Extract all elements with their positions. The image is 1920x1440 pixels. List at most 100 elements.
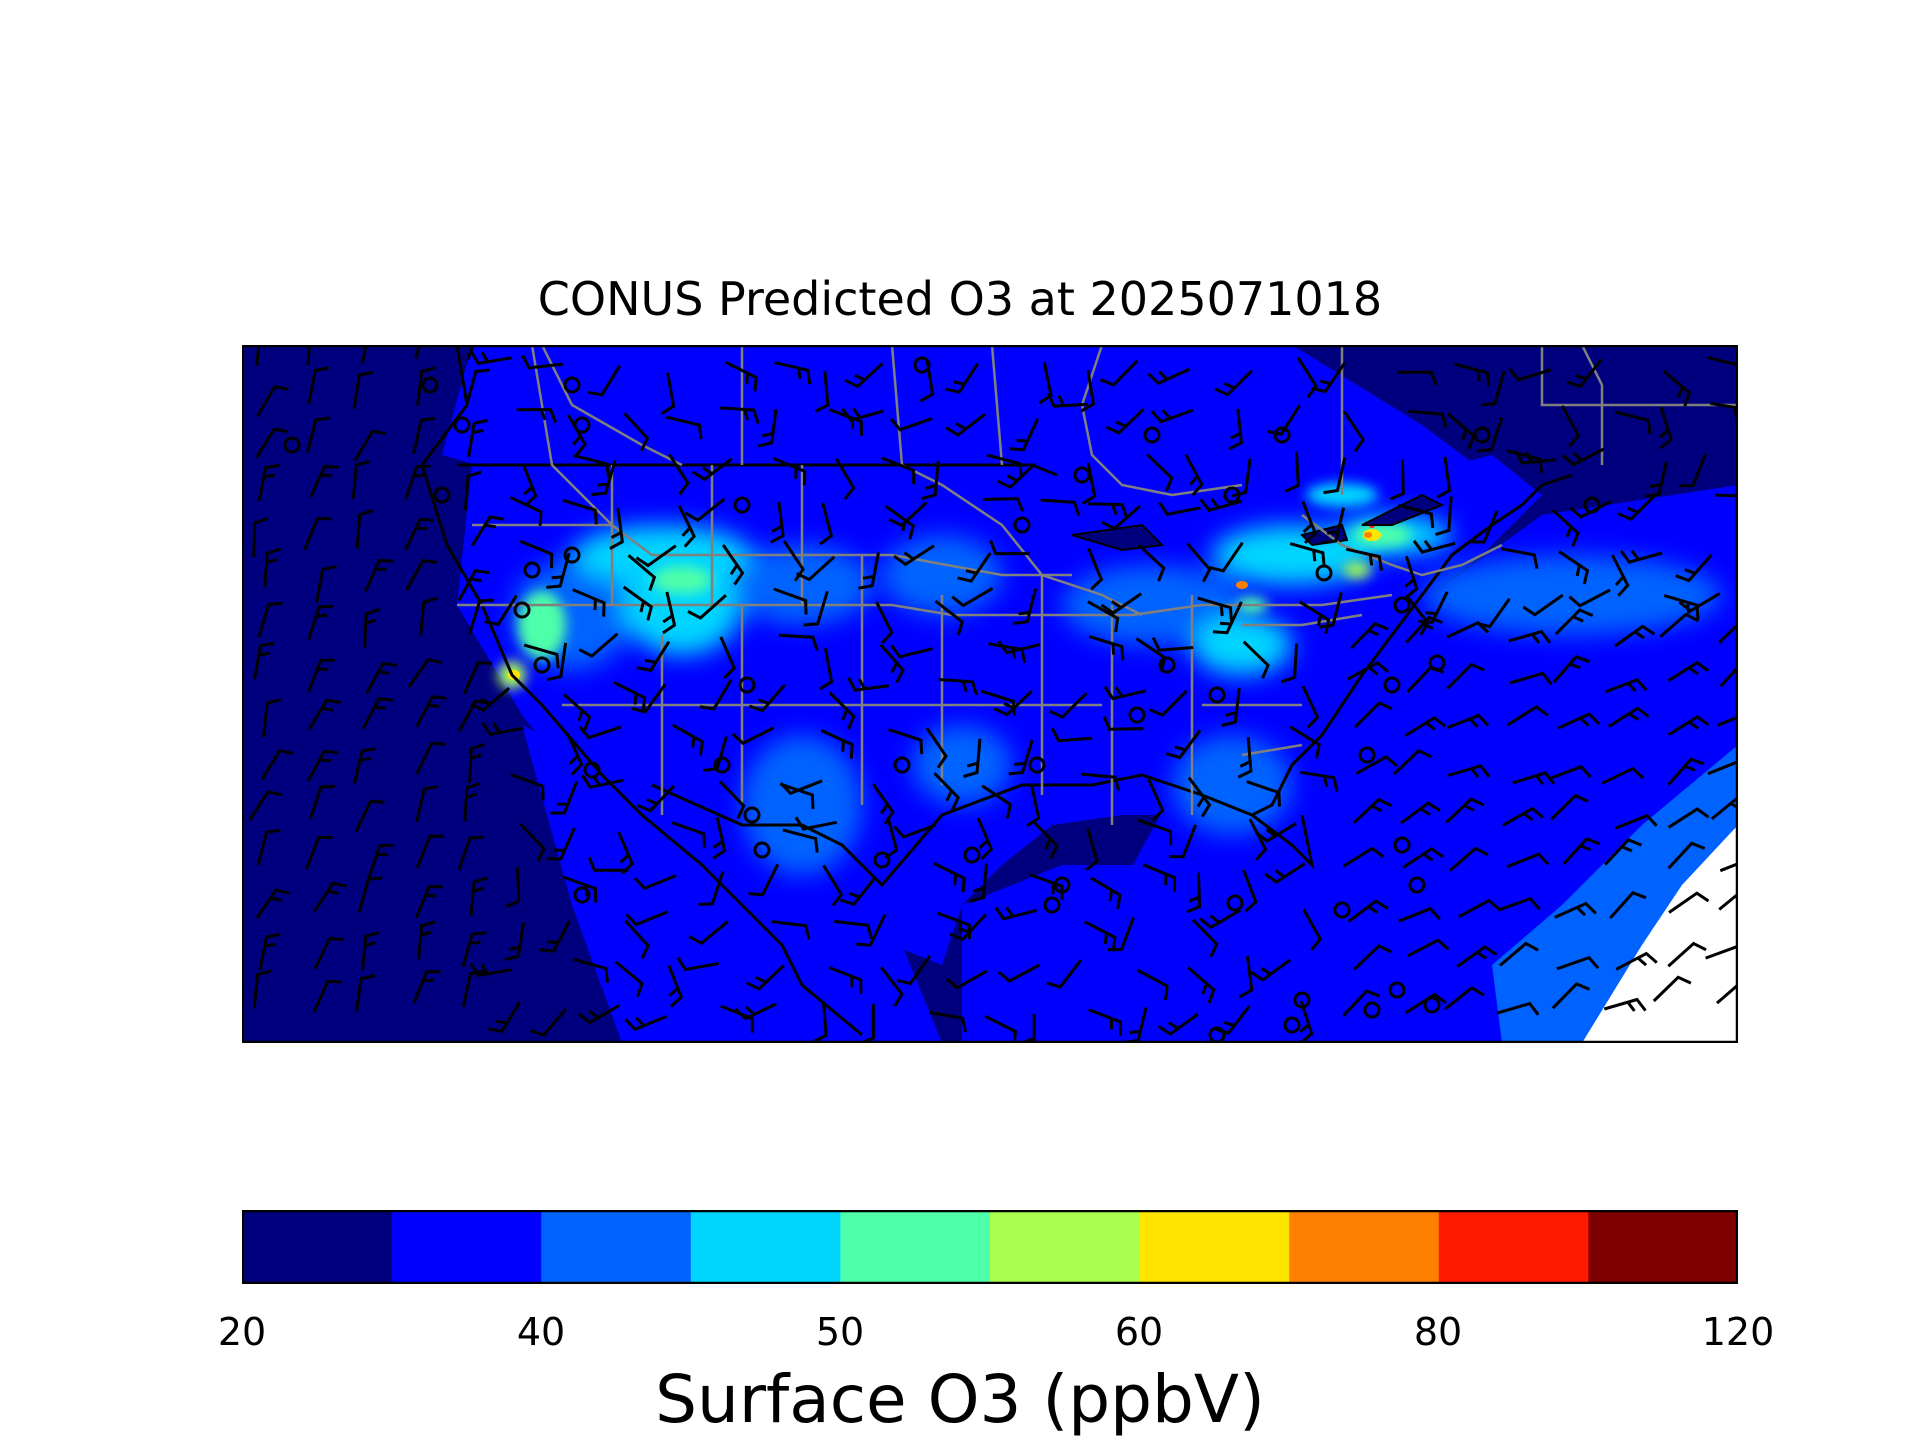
wind-barb [938, 678, 979, 696]
wind-barb [719, 636, 737, 680]
wind-barb [1084, 920, 1117, 952]
wind-barb [1342, 410, 1366, 452]
wind-barb [719, 406, 760, 424]
station-circle [743, 806, 761, 824]
wind-barb [1562, 837, 1601, 866]
wind-barb [1187, 966, 1216, 1004]
wind-barb [1300, 770, 1339, 792]
wind-barb [516, 408, 558, 424]
wind-barb [1038, 361, 1053, 405]
wind-barb [1146, 453, 1174, 492]
wind-barb [407, 657, 443, 689]
wind-barb [820, 729, 854, 759]
wind-barb [1506, 705, 1549, 727]
wind-barb [1558, 550, 1590, 585]
wind-barb [1398, 906, 1441, 923]
wind-barb [1087, 600, 1120, 633]
wind-barb [834, 919, 874, 940]
wind-barb [306, 345, 311, 366]
wind-barb [1342, 989, 1381, 1017]
station-circle [713, 756, 731, 774]
wind-barb [983, 497, 1025, 512]
colorbar-bin [690, 1210, 841, 1284]
wind-barb [1550, 793, 1589, 821]
wind-barb [980, 689, 1016, 716]
wind-barb [1560, 405, 1581, 448]
colorbar-bin [1588, 1210, 1738, 1284]
wind-barb [1710, 795, 1738, 821]
wind-barb [354, 799, 385, 833]
wind-barb [668, 453, 690, 496]
wind-barb [624, 1015, 668, 1032]
wind-barb [835, 457, 856, 500]
wind-barb [1556, 955, 1600, 971]
wind-barb [457, 569, 490, 602]
wind-barb [1046, 392, 1089, 408]
wind-barb [1446, 662, 1485, 690]
wind-barb [969, 863, 988, 903]
wind-barb [1506, 852, 1550, 869]
wind-barb [633, 874, 677, 891]
wind-barb [417, 920, 436, 960]
wind-barb [1032, 820, 1059, 860]
wind-barbs [248, 345, 1738, 1043]
wind-barb [718, 780, 746, 820]
station-circle [1208, 1026, 1226, 1043]
wind-barb [303, 517, 332, 551]
wind-barb [307, 604, 333, 641]
colorbar-bin [541, 1210, 692, 1284]
wind-barb [1551, 509, 1580, 547]
wind-barb [1667, 941, 1707, 968]
wind-barb [699, 679, 733, 711]
wind-barb [881, 456, 916, 485]
wind-barb [312, 979, 342, 1014]
wind-barb [305, 835, 333, 870]
wind-barb [1102, 715, 1144, 731]
wind-barb [519, 539, 554, 569]
wind-barb [1049, 692, 1088, 719]
station-circle [1293, 991, 1311, 1009]
wind-barb [794, 816, 838, 831]
wind-barb [779, 779, 823, 796]
wind-barb [687, 594, 727, 620]
station-circle [1226, 894, 1244, 912]
wind-barb [1321, 507, 1346, 545]
wind-barb [1405, 615, 1443, 644]
wind-barb [563, 693, 592, 731]
wind-barb [1470, 510, 1499, 544]
wind-barb [1604, 838, 1642, 866]
wind-barb [469, 962, 512, 978]
colorbar-bin [990, 1210, 1141, 1284]
station-circle [893, 756, 911, 774]
wind-barb [1169, 824, 1197, 859]
station-circle [1208, 686, 1226, 704]
wind-barb [1548, 764, 1592, 781]
wind-barb [986, 453, 1023, 478]
station-circle [533, 656, 551, 674]
station-circle [738, 676, 756, 694]
station-circle [563, 546, 581, 564]
wind-barb [414, 345, 422, 359]
wind-barb [1191, 918, 1219, 958]
wind-barb [795, 555, 836, 582]
wind-barb [1107, 917, 1135, 952]
wind-barb [934, 599, 965, 636]
wind-barb [1644, 460, 1669, 498]
wind-barb [1678, 592, 1721, 613]
wind-barb [856, 913, 887, 947]
wind-barb [1228, 408, 1244, 451]
wind-barb [562, 498, 598, 525]
wind-barb [546, 552, 571, 589]
wind-barb [997, 640, 1041, 655]
wind-barb [819, 502, 834, 546]
wind-barb [667, 964, 683, 1008]
wind-barb [1013, 588, 1038, 625]
wind-barb [1569, 499, 1612, 519]
wind-barb [1619, 549, 1663, 564]
wind-barb [1407, 938, 1450, 958]
wind-barb [1719, 862, 1738, 873]
wind-barb [671, 723, 705, 756]
station-circle [1583, 496, 1601, 514]
wind-barb [1652, 975, 1692, 1003]
wind-barb [461, 931, 487, 968]
